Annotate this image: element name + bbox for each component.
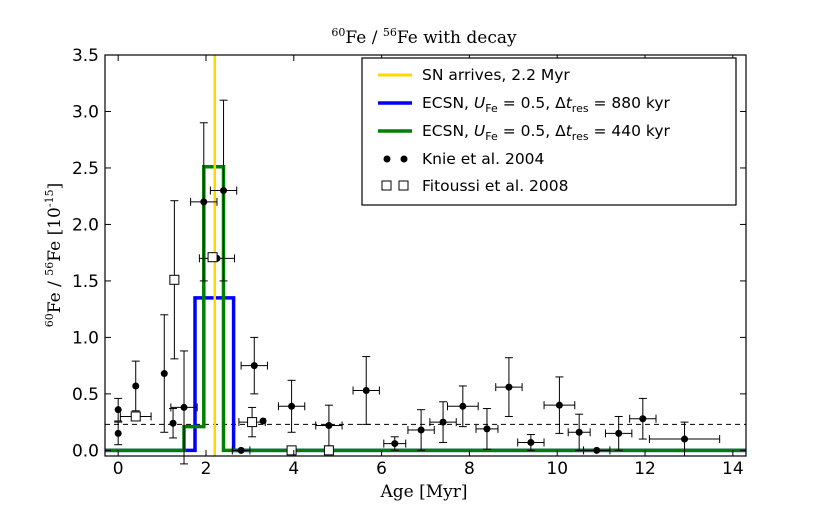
y-tick-label: 3.5 bbox=[72, 46, 99, 66]
x-tick-label: 6 bbox=[376, 459, 387, 479]
legend-frame bbox=[361, 57, 737, 206]
legend-marker-knie-1 bbox=[383, 155, 391, 163]
knie-point bbox=[114, 406, 122, 414]
knie-point bbox=[483, 425, 491, 433]
x-tick-label: 2 bbox=[201, 459, 212, 479]
fitoussi-point bbox=[169, 274, 180, 285]
legend-label-ecsn-440: ECSN, UFe = 0.5, Δtres = 440 kyr bbox=[422, 122, 671, 143]
legend-label-sn: SN arrives, 2.2 Myr bbox=[422, 66, 570, 84]
fitoussi-point bbox=[130, 411, 141, 422]
fitoussi-point bbox=[207, 252, 218, 263]
plot-frame bbox=[104, 54, 747, 457]
knie-point bbox=[391, 440, 399, 448]
knie-point bbox=[362, 386, 370, 394]
knie-point bbox=[237, 446, 245, 454]
knie-point bbox=[169, 419, 177, 427]
y-tick-label: 1.0 bbox=[72, 328, 99, 348]
legend-label-ecsn-880: ECSN, UFe = 0.5, Δtres = 880 kyr bbox=[422, 94, 671, 115]
x-tick-label: 4 bbox=[288, 459, 299, 479]
knie-point bbox=[132, 382, 140, 390]
x-tick-label: 14 bbox=[722, 459, 744, 479]
step-series-1 bbox=[105, 165, 746, 453]
x-tick-label: 12 bbox=[634, 459, 656, 479]
y-tick-label: 2.5 bbox=[72, 159, 99, 179]
legend: SN arrives, 2.2 Myr ECSN, UFe = 0.5, Δtr… bbox=[361, 57, 737, 206]
fitoussi-point bbox=[247, 417, 258, 428]
knie-point bbox=[555, 401, 563, 409]
x-tick-label: 8 bbox=[464, 459, 475, 479]
y-tick-label: 0.5 bbox=[72, 385, 99, 405]
x-axis-title: Age [Myr] bbox=[379, 482, 467, 502]
knie-point bbox=[639, 415, 647, 423]
legend-marker-fitoussi-2 bbox=[398, 180, 409, 191]
legend-marker-knie-2 bbox=[400, 155, 408, 163]
knie-point bbox=[459, 402, 467, 410]
fitoussi-point bbox=[286, 445, 297, 456]
knie-point bbox=[180, 403, 188, 411]
y-tick-label: 1.5 bbox=[72, 272, 99, 292]
y-tick-label: 2.0 bbox=[72, 215, 99, 235]
knie-point bbox=[505, 383, 513, 391]
knie-point bbox=[615, 429, 623, 437]
knie-point bbox=[417, 426, 425, 434]
knie-point bbox=[250, 362, 258, 370]
x-tick-label: 10 bbox=[546, 459, 568, 479]
y-tick-label: 0.0 bbox=[72, 441, 99, 461]
legend-label-fitoussi: Fitoussi et al. 2008 bbox=[422, 177, 569, 195]
knie-point bbox=[200, 198, 208, 206]
knie-point bbox=[288, 402, 296, 410]
y-axis-title: 60Fe / 56Fe [10-15] bbox=[43, 183, 65, 327]
knie-point bbox=[527, 438, 535, 446]
plot-area: 0 2 4 6 8 10 12 14 0.0 0.5 1.0 1.5 2.0 2.5 3.0 3.5 bbox=[72, 46, 747, 479]
legend-marker-fitoussi-1 bbox=[381, 180, 392, 191]
fitoussi-point bbox=[323, 445, 334, 456]
y-tick-label: 3.0 bbox=[72, 102, 99, 122]
knie-point bbox=[114, 429, 122, 437]
knie-point bbox=[439, 418, 447, 426]
knie-point bbox=[160, 370, 168, 378]
knie-point bbox=[325, 422, 333, 430]
x-tick-label: 0 bbox=[113, 459, 124, 479]
knie-point bbox=[593, 446, 601, 454]
knie-point bbox=[220, 187, 228, 195]
knie-point bbox=[681, 435, 689, 443]
knie-point bbox=[575, 428, 583, 436]
legend-label-knie: Knie et al. 2004 bbox=[422, 150, 544, 168]
chart-title: 60Fe / 56Fe with decay bbox=[331, 26, 517, 48]
